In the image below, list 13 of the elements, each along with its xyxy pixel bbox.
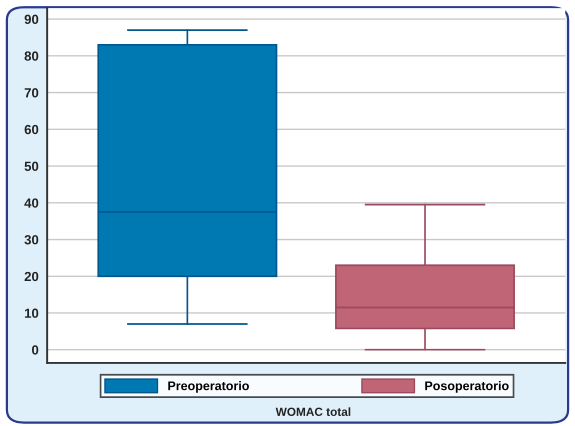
legend-label: Posoperatorio [425, 381, 509, 393]
x-axis-title: WOMAC total [276, 407, 350, 416]
y-tick-label: 40 [24, 198, 38, 208]
y-tick-label: 20 [24, 272, 38, 282]
y-tick-label: 80 [24, 51, 38, 61]
y-tick-label: 30 [24, 235, 38, 244]
y-tick-label: 10 [24, 308, 38, 318]
legend-label: Preoperatorio [168, 381, 249, 393]
y-tick-label: 50 [24, 162, 38, 171]
y-tick-label: 60 [24, 124, 38, 134]
y-tick-label: 0 [32, 345, 38, 355]
y-tick-label: 70 [24, 88, 38, 98]
y-tick-label: 90 [24, 14, 38, 24]
